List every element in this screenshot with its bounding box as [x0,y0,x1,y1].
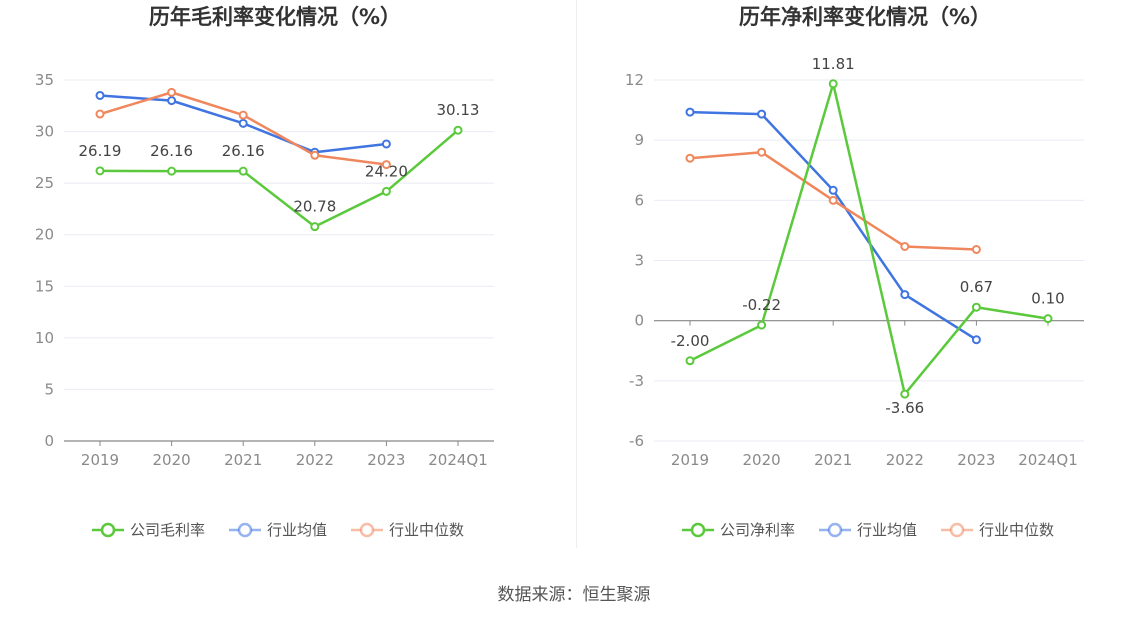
data-point [757,147,767,157]
legend-marker [827,522,843,538]
data-point [828,185,838,195]
x-tick-label: 2019 [671,451,709,469]
data-label: 0.67 [960,278,993,296]
data-point [381,160,391,170]
y-tick-label: -3 [629,372,644,390]
chart-divider [576,0,577,548]
x-tick-label: 2022 [886,451,924,469]
legend-item: 行业均值 [229,521,327,539]
data-label: 0.10 [1031,290,1064,308]
x-tick-label: 2023 [367,451,405,469]
data-point [238,166,248,176]
chart-1: 历年毛利率变化情况（%） 0 5 10 15 20 25 30 35 2019 2020 2021 20… [35,5,494,539]
chart-2: 历年净利率变化情况（%） -6 -3 0 3 6 9 12 2019 2020 2021 2022 20… [625,5,1084,539]
y-tick-label: 12 [625,71,644,89]
data-label: 26.16 [150,142,193,160]
x-tick-label: 2019 [81,451,119,469]
legend-label: 公司毛利率 [130,521,205,539]
y-tick-label: 0 [44,432,54,450]
data-point [167,96,177,106]
data-point [971,302,981,312]
data-point [167,87,177,97]
series-line [99,129,459,228]
data-label: -2.00 [671,332,710,350]
y-tick-label: 5 [44,380,54,398]
legend-item: 行业中位数 [941,521,1054,539]
data-point [1043,314,1053,324]
data-label: 11.81 [812,55,855,73]
data-point [95,109,105,119]
data-source-label: 数据来源：恒生聚源 [497,585,651,605]
y-tick-label: 15 [35,277,54,295]
chart-title: 历年净利率变化情况（%） [739,5,991,29]
data-label: 30.13 [437,101,480,119]
legend-item: 公司毛利率 [92,521,205,539]
legend-marker [237,522,253,538]
data-point [828,79,838,89]
data-point [971,335,981,345]
data-point [900,389,910,399]
legend-marker [690,522,706,538]
data-point [971,244,981,254]
legend-item: 行业中位数 [351,521,464,539]
legend-marker [359,522,375,538]
y-tick-label: 6 [634,191,644,209]
legend-item: 公司净利率 [682,521,795,539]
legend-label: 行业中位数 [979,521,1054,539]
legend-item: 行业均值 [819,521,917,539]
legend-label: 行业均值 [857,521,917,539]
data-point [828,195,838,205]
x-tick-label: 2024Q1 [428,451,488,469]
data-point [238,110,248,120]
data-point [757,320,767,330]
y-tick-label: 25 [35,174,54,192]
data-point [95,166,105,176]
series-line [689,82,1049,396]
data-point [381,139,391,149]
y-tick-label: 20 [35,226,54,244]
data-point [685,153,695,163]
y-tick-label: 35 [35,71,54,89]
data-point [685,356,695,366]
data-point [685,107,695,117]
y-tick-label: -6 [629,432,644,450]
data-point [900,290,910,300]
data-point [310,150,320,160]
data-point [757,109,767,119]
data-point [167,166,177,176]
legend-label: 行业均值 [267,521,327,539]
x-tick-label: 2020 [153,451,191,469]
data-label: -3.66 [885,399,924,417]
chart-title: 历年毛利率变化情况（%） [149,5,401,29]
y-tick-label: 10 [35,329,54,347]
legend-marker [100,522,116,538]
y-tick-label: 9 [634,131,644,149]
legend-label: 行业中位数 [389,521,464,539]
data-point [900,241,910,251]
x-tick-label: 2024Q1 [1018,451,1078,469]
y-tick-label: 0 [634,312,644,330]
data-point [453,125,463,135]
data-point [238,118,248,128]
x-tick-label: 2021 [814,451,852,469]
data-label: 20.78 [293,198,336,216]
legend-marker [949,522,965,538]
legend-label: 公司净利率 [720,521,795,539]
data-label: 24.20 [365,162,408,180]
x-tick-label: 2022 [296,451,334,469]
y-tick-label: 30 [35,123,54,141]
data-point [381,186,391,196]
data-point [95,90,105,100]
series-line [689,110,978,341]
x-tick-label: 2021 [224,451,262,469]
data-label: -0.22 [742,296,781,314]
data-label: 26.16 [222,142,265,160]
data-label: 26.19 [79,142,122,160]
data-point [310,222,320,232]
y-tick-label: 3 [634,252,644,270]
x-tick-label: 2020 [743,451,781,469]
x-tick-label: 2023 [957,451,995,469]
